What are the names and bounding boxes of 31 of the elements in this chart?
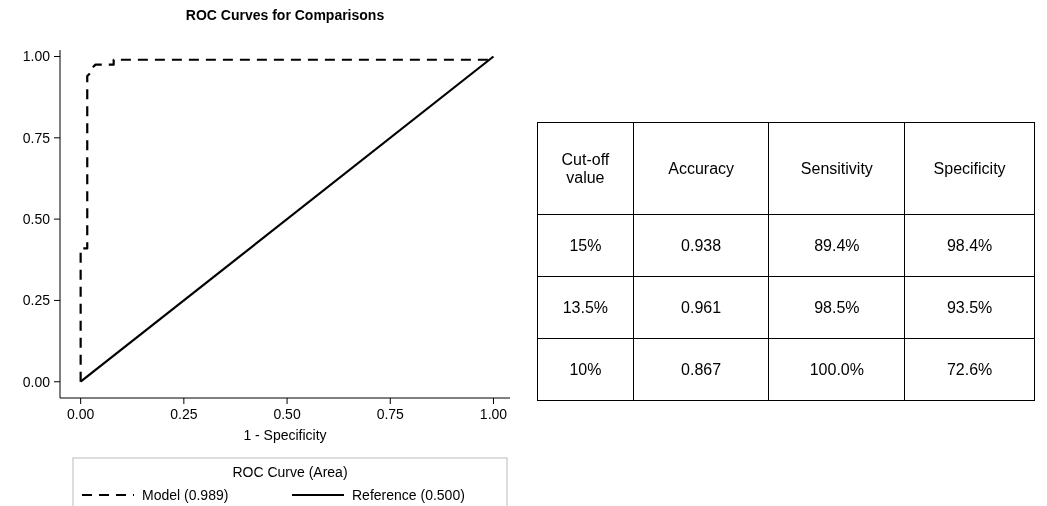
category-label: Specificity [904, 122, 1035, 215]
x-tick-label: 0.00 [67, 406, 95, 422]
text: 0.938 [681, 236, 722, 254]
x-tick-label: 1.00 [479, 406, 508, 422]
text: 98.5% [814, 298, 860, 316]
text: 72.6% [946, 360, 993, 378]
y-tick-label: 0.25 [22, 292, 51, 309]
y-tick-label: 0.00 [22, 373, 51, 390]
legend-label: Reference (0.500) [352, 487, 465, 503]
text: 93.5% [946, 298, 993, 316]
category-label: 10% [569, 360, 602, 378]
x-tick-label: 0.75 [376, 406, 405, 422]
legend-label: Model (0.989) [142, 487, 229, 503]
category-label: Sensitivity [768, 122, 905, 215]
text: Cut-off value [537, 122, 634, 215]
chart-title: ROC Curves for Comparisons [185, 7, 385, 23]
x-axis-title: 1 - Specificity [243, 427, 327, 443]
text: 100.0% [809, 360, 864, 378]
text: 98.4% [946, 236, 993, 254]
category-label: 13.5% [562, 298, 609, 316]
y-tick-label: 0.75 [22, 129, 51, 146]
category-label: 15% [569, 236, 602, 254]
x-tick-label: 0.50 [273, 406, 301, 422]
legend-title: ROC Curve (Area) [232, 464, 348, 480]
text: 89.4% [814, 236, 860, 254]
category-label: Accuracy [633, 122, 769, 215]
text: 0.867 [681, 360, 722, 378]
y-tick-label: 1.00 [22, 48, 51, 65]
text: 0.961 [681, 298, 722, 316]
y-tick-label: 0.50 [22, 211, 51, 228]
x-tick-label: 0.25 [170, 406, 198, 422]
